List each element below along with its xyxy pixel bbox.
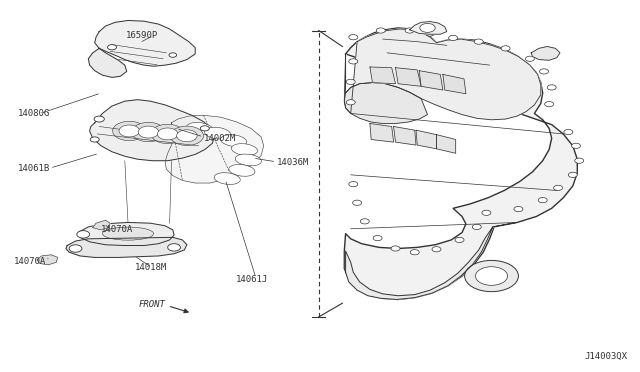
Polygon shape [436, 135, 456, 153]
Circle shape [69, 245, 82, 252]
Circle shape [405, 28, 414, 33]
Text: FRONT: FRONT [139, 300, 166, 309]
Circle shape [157, 128, 178, 140]
Polygon shape [95, 20, 195, 66]
Ellipse shape [187, 122, 212, 134]
Circle shape [94, 116, 104, 122]
Text: 14070A: 14070A [14, 257, 46, 266]
Polygon shape [370, 67, 396, 84]
Polygon shape [346, 222, 517, 299]
Circle shape [568, 172, 577, 177]
Circle shape [349, 182, 358, 187]
Circle shape [432, 247, 441, 252]
Ellipse shape [214, 173, 240, 185]
Circle shape [501, 46, 510, 51]
Circle shape [138, 126, 159, 138]
Circle shape [90, 137, 99, 142]
Circle shape [474, 39, 483, 44]
Polygon shape [419, 71, 443, 90]
Circle shape [575, 158, 584, 163]
Polygon shape [344, 28, 577, 299]
Polygon shape [396, 68, 421, 86]
Circle shape [119, 125, 140, 137]
Circle shape [482, 210, 491, 215]
Polygon shape [410, 22, 447, 34]
Text: 14070A: 14070A [101, 225, 133, 234]
Circle shape [177, 130, 197, 142]
Circle shape [151, 124, 184, 144]
Circle shape [572, 143, 580, 148]
Circle shape [420, 23, 435, 32]
Text: 14018M: 14018M [134, 263, 166, 272]
Circle shape [449, 35, 458, 41]
Ellipse shape [205, 127, 230, 139]
Circle shape [476, 267, 508, 285]
Circle shape [538, 198, 547, 203]
Polygon shape [443, 74, 466, 94]
Circle shape [465, 260, 518, 292]
Circle shape [540, 69, 548, 74]
Text: 16590P: 16590P [126, 31, 158, 40]
Polygon shape [78, 222, 174, 246]
Circle shape [349, 59, 358, 64]
Circle shape [554, 185, 563, 190]
Circle shape [410, 250, 419, 255]
Circle shape [391, 246, 400, 251]
Ellipse shape [102, 227, 154, 240]
Text: 14061J: 14061J [236, 275, 268, 283]
Circle shape [169, 53, 177, 57]
Circle shape [426, 31, 435, 36]
Polygon shape [344, 54, 428, 124]
Circle shape [346, 100, 355, 105]
Ellipse shape [236, 154, 261, 166]
Circle shape [200, 126, 209, 131]
Polygon shape [165, 115, 264, 183]
Circle shape [373, 235, 382, 241]
Circle shape [360, 219, 369, 224]
Polygon shape [531, 46, 560, 60]
Text: J14003QX: J14003QX [584, 352, 627, 361]
Circle shape [132, 122, 165, 142]
Circle shape [455, 237, 464, 243]
Polygon shape [37, 255, 58, 265]
Text: 14061B: 14061B [18, 164, 50, 173]
Ellipse shape [229, 164, 255, 176]
Circle shape [353, 200, 362, 205]
Polygon shape [416, 130, 436, 149]
Circle shape [564, 129, 573, 135]
Text: 14080G: 14080G [18, 109, 50, 118]
Polygon shape [66, 237, 187, 257]
Circle shape [346, 79, 355, 84]
Circle shape [77, 231, 90, 238]
Circle shape [108, 45, 116, 50]
Polygon shape [370, 124, 394, 142]
Polygon shape [88, 48, 127, 77]
Circle shape [514, 206, 523, 212]
Polygon shape [344, 29, 541, 120]
Circle shape [113, 121, 146, 141]
Ellipse shape [221, 135, 246, 147]
Text: 14002M: 14002M [204, 134, 236, 143]
Circle shape [349, 35, 358, 40]
Polygon shape [93, 220, 110, 230]
Circle shape [168, 244, 180, 251]
Ellipse shape [232, 144, 257, 155]
Circle shape [376, 28, 385, 33]
Text: 14036M: 14036M [276, 158, 308, 167]
Polygon shape [394, 126, 416, 145]
Polygon shape [90, 100, 214, 161]
Circle shape [525, 56, 534, 61]
Circle shape [472, 224, 481, 230]
Circle shape [170, 126, 204, 145]
Circle shape [545, 102, 554, 107]
Circle shape [547, 85, 556, 90]
